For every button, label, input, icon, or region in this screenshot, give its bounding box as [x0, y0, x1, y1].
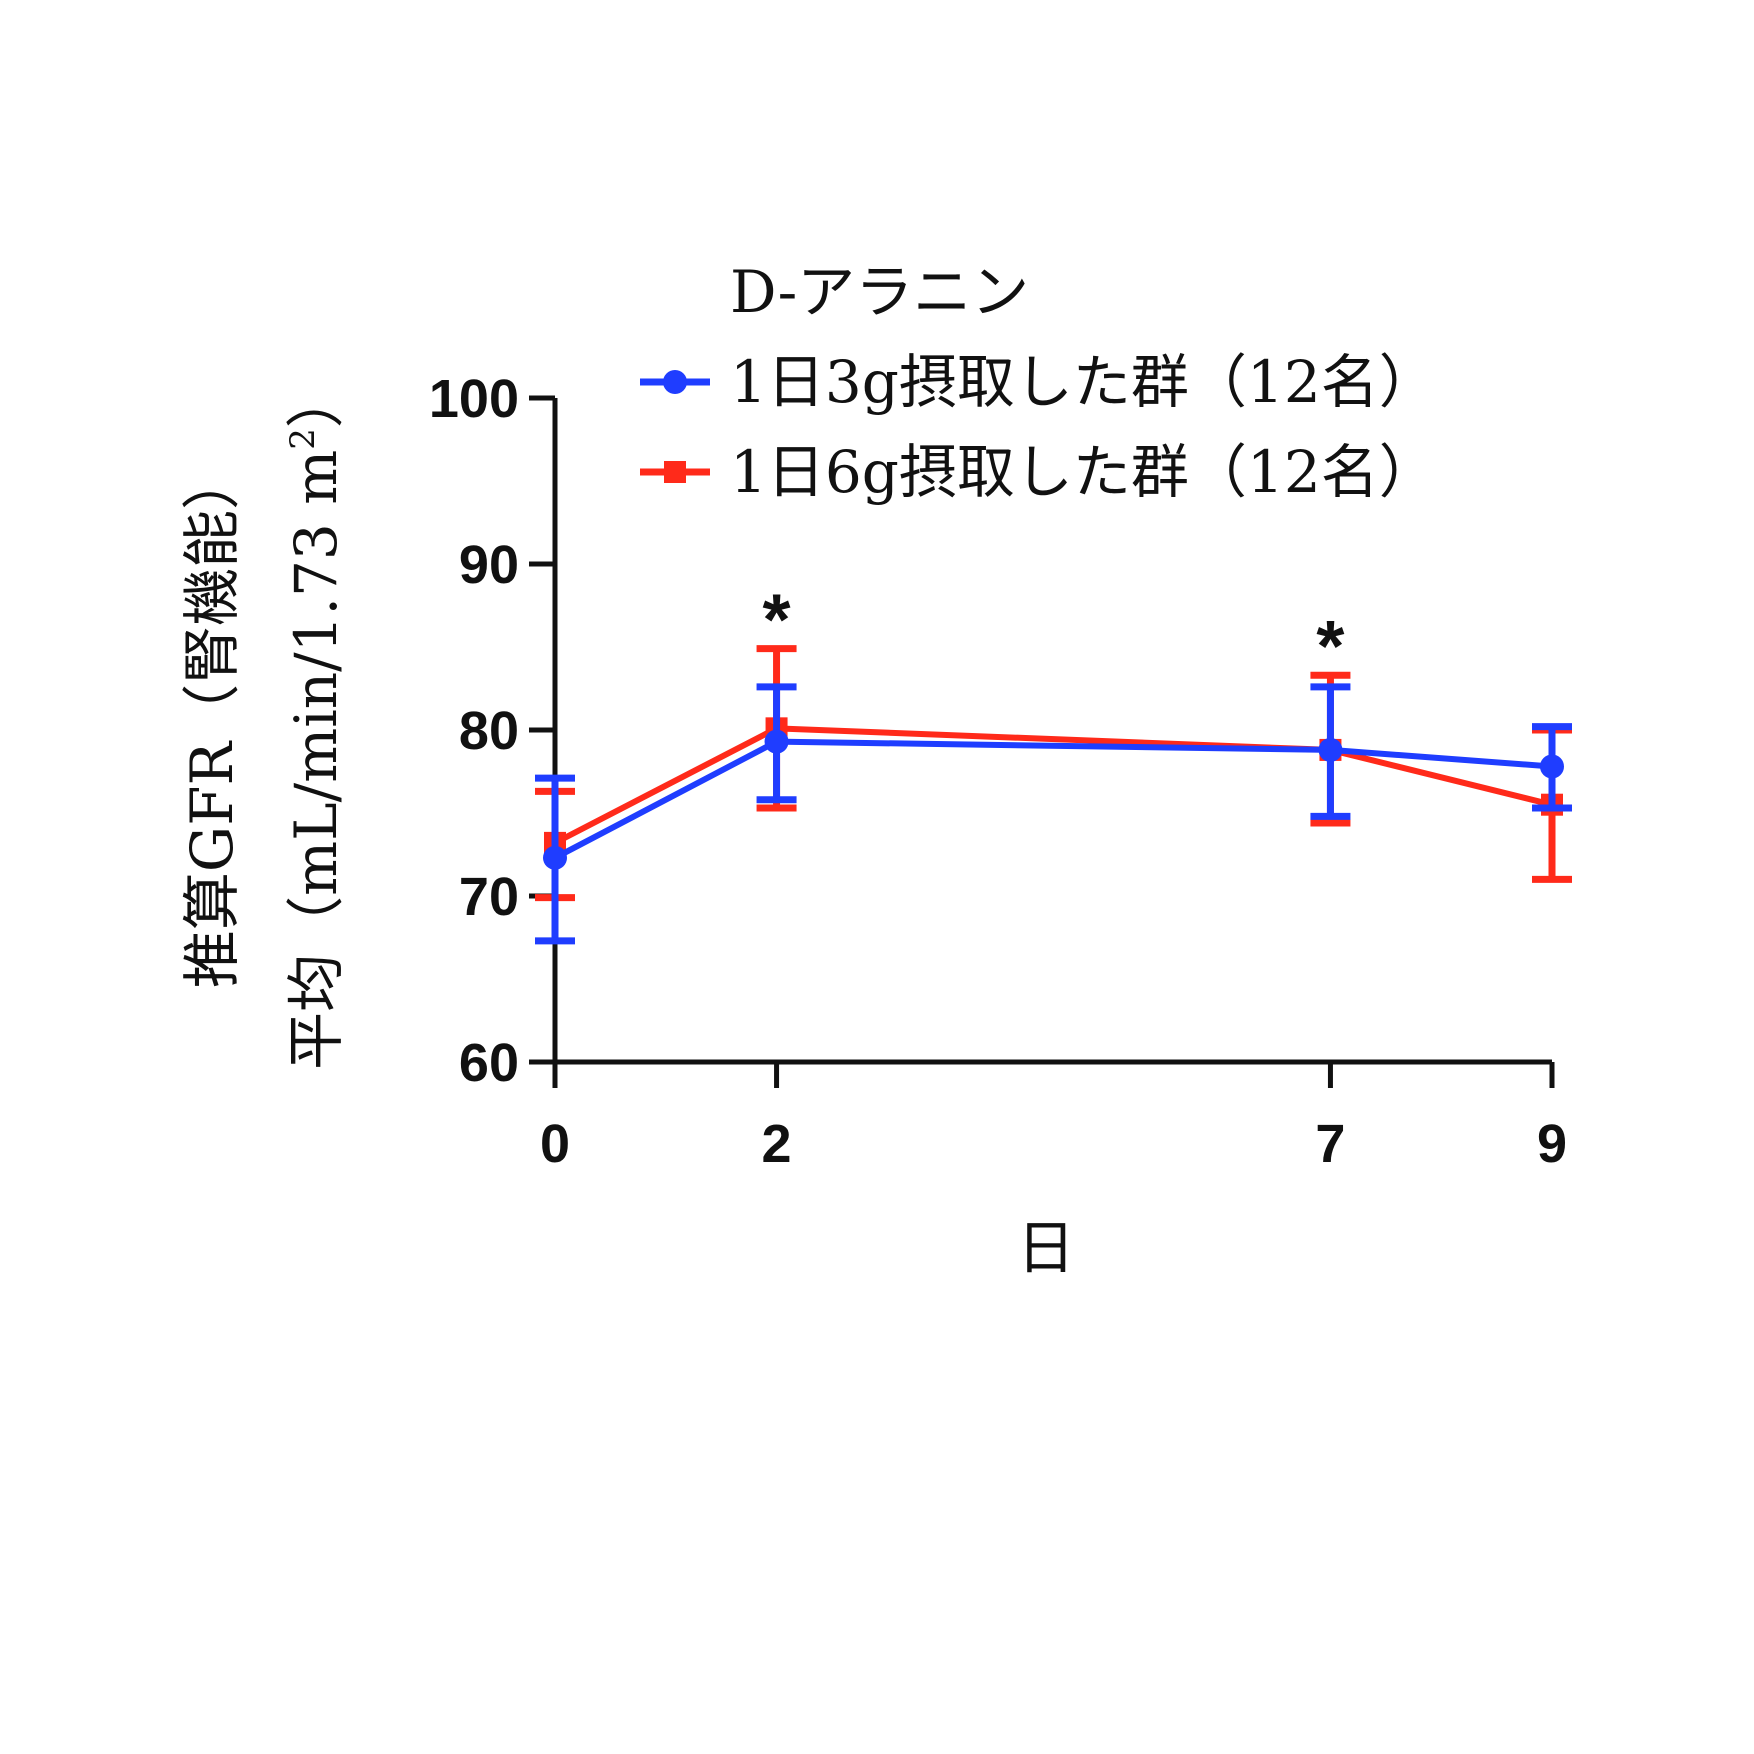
legend-marker — [663, 370, 687, 394]
x-axis-ticks: 0 2 7 9 — [540, 1062, 1567, 1174]
y-axis-ticks: 60 70 80 90 100 — [429, 369, 555, 1093]
legend-title: D-アラニン — [730, 258, 1029, 326]
x-tick-label: 2 — [762, 1114, 792, 1174]
y-axis-title-line2: 平均（mL/min/1.73 m2） — [282, 370, 350, 1070]
legend-entry-2: 1日6g摂取した群（12名） — [640, 438, 1437, 506]
y-tick-label: 100 — [429, 369, 519, 429]
y-tick-label: 60 — [459, 1033, 519, 1093]
data-point — [1540, 754, 1564, 779]
y-axis-title-line1: 推算GFR（腎機能） — [178, 452, 246, 988]
x-tick-label: 7 — [1315, 1114, 1345, 1174]
series-line — [553, 725, 1553, 846]
legend-entries: 1日3g摂取した群（12名） 1日6g摂取した群（12名） — [640, 348, 1437, 506]
legend: D-アラニン 1日3g摂取した群（12名） 1日6g摂取した群（12名） — [640, 258, 1437, 506]
series-line — [553, 738, 1553, 861]
y-tick-label: 70 — [459, 867, 519, 927]
series-layer — [535, 645, 1572, 945]
annotation-layer: * * — [763, 581, 1345, 688]
x-tick-label: 9 — [1537, 1114, 1567, 1174]
y-axis-title-unit: 平均（mL/min/1.73 m — [282, 450, 350, 1070]
legend-entry-1: 1日3g摂取した群（12名） — [640, 348, 1437, 416]
x-axis-title: 日 — [1017, 1214, 1075, 1282]
significance-marker: * — [763, 581, 791, 661]
data-point — [764, 729, 789, 754]
y-axis-title: 推算GFR（腎機能） 平均（mL/min/1.73 m2） — [178, 370, 350, 1070]
y-axis-title-superscript: 2 — [283, 428, 323, 450]
significance-marker: * — [1316, 607, 1344, 687]
legend-label: 1日3g摂取した群（12名） — [730, 348, 1437, 416]
y-tick-label: 80 — [459, 701, 519, 761]
legend-marker — [664, 461, 686, 483]
y-tick-label: 90 — [459, 535, 519, 595]
series-1 — [535, 683, 1572, 945]
legend-label: 1日6g摂取した群（12名） — [730, 438, 1437, 506]
y-axis-title-close: ） — [282, 370, 350, 428]
data-point — [1318, 737, 1343, 762]
data-point — [543, 845, 567, 870]
series-2 — [535, 645, 1572, 902]
x-tick-label: 0 — [540, 1114, 570, 1174]
